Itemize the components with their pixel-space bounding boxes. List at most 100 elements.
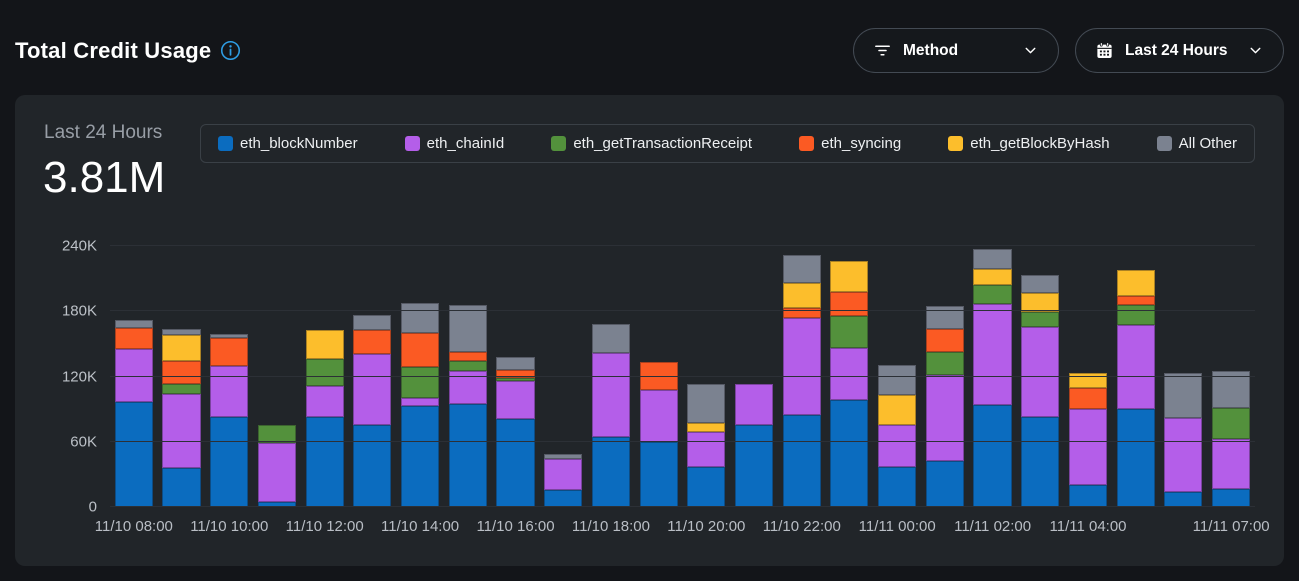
bar-segment-All Other[interactable] [162, 328, 201, 336]
bar-11-11-00-00[interactable] [878, 246, 917, 507]
bar-segment-eth_blockNumber[interactable] [496, 418, 535, 507]
bar-segment-eth_syncing[interactable] [925, 328, 964, 352]
bar-11-10-23-00[interactable] [830, 246, 869, 507]
bar-segment-eth_blockNumber[interactable] [305, 416, 344, 507]
bar-segment-eth_getBlockByHash[interactable] [162, 335, 201, 362]
bar-segment-eth_getBlockByHash[interactable] [878, 395, 917, 426]
bar-11-11-07-00[interactable] [1211, 246, 1251, 507]
bar-segment-eth_blockNumber[interactable] [782, 414, 821, 507]
bar-segment-eth_blockNumber[interactable] [544, 489, 583, 507]
bar-segment-eth_blockNumber[interactable] [591, 437, 630, 507]
bar-segment-eth_blockNumber[interactable] [448, 403, 487, 507]
bar-11-10-22-00[interactable] [782, 246, 821, 507]
bar-segment-eth_chainId[interactable] [1211, 438, 1251, 489]
bar-11-10-13-00[interactable] [353, 246, 392, 507]
bar-segment-eth_chainId[interactable] [925, 375, 964, 462]
bar-segment-All Other[interactable] [1211, 371, 1251, 409]
bar-segment-eth_chainId[interactable] [544, 459, 583, 490]
bar-11-10-14-00[interactable] [400, 246, 440, 507]
bar-segment-eth_blockNumber[interactable] [878, 466, 917, 507]
bar-segment-eth_chainId[interactable] [114, 349, 153, 402]
bar-segment-eth_blockNumber[interactable] [1021, 416, 1060, 507]
bar-segment-eth_getTransactionReceipt[interactable] [305, 359, 344, 387]
bar-11-10-21-00[interactable] [734, 246, 774, 507]
bar-segment-eth_getBlockByHash[interactable] [1068, 373, 1107, 389]
bar-segment-eth_chainId[interactable] [687, 431, 726, 467]
bar-segment-eth_getTransactionReceipt[interactable] [925, 351, 964, 376]
bar-segment-eth_syncing[interactable] [210, 338, 249, 366]
bar-11-11-02-00[interactable] [973, 246, 1012, 507]
bar-11-11-05-00[interactable] [1116, 246, 1155, 507]
bar-segment-eth_blockNumber[interactable] [1164, 491, 1203, 507]
bar-segment-eth_getTransactionReceipt[interactable] [1116, 304, 1155, 326]
bar-segment-eth_getBlockByHash[interactable] [782, 283, 821, 308]
bar-segment-eth_blockNumber[interactable] [257, 501, 297, 507]
bar-segment-eth_blockNumber[interactable] [162, 467, 201, 507]
bar-segment-All Other[interactable] [448, 304, 487, 352]
bar-11-10-18-00[interactable] [591, 246, 630, 507]
bar-segment-eth_blockNumber[interactable] [639, 441, 678, 507]
bar-segment-All Other[interactable] [1164, 373, 1203, 418]
bar-segment-eth_getTransactionReceipt[interactable] [830, 315, 869, 349]
bar-segment-eth_chainId[interactable] [353, 353, 392, 426]
bar-segment-eth_getBlockByHash[interactable] [973, 268, 1012, 286]
bar-segment-eth_chainId[interactable] [210, 365, 249, 417]
legend-item[interactable]: eth_chainId [404, 135, 504, 152]
bar-segment-eth_blockNumber[interactable] [687, 466, 726, 507]
bar-segment-eth_syncing[interactable] [1116, 296, 1155, 305]
bar-segment-eth_getBlockByHash[interactable] [1021, 292, 1060, 313]
bar-segment-eth_blockNumber[interactable] [1211, 488, 1251, 507]
bar-segment-eth_syncing[interactable] [114, 327, 153, 350]
bar-segment-eth_chainId[interactable] [734, 384, 774, 426]
bar-segment-eth_getTransactionReceipt[interactable] [1211, 408, 1251, 439]
bar-segment-eth_syncing[interactable] [782, 308, 821, 318]
bar-11-11-03-00[interactable] [1021, 246, 1060, 507]
bar-segment-eth_getTransactionReceipt[interactable] [973, 285, 1012, 304]
bar-segment-All Other[interactable] [353, 314, 392, 330]
bar-segment-eth_blockNumber[interactable] [1068, 485, 1107, 507]
method-dropdown[interactable]: Method [853, 28, 1059, 73]
bar-segment-eth_blockNumber[interactable] [400, 405, 440, 507]
bar-segment-eth_blockNumber[interactable] [353, 425, 392, 507]
bar-11-11-01-00[interactable] [925, 246, 964, 507]
bar-segment-All Other[interactable] [544, 453, 583, 460]
bar-segment-eth_blockNumber[interactable] [925, 461, 964, 507]
bar-segment-eth_blockNumber[interactable] [973, 404, 1012, 507]
bar-segment-eth_chainId[interactable] [782, 317, 821, 415]
bar-segment-eth_getTransactionReceipt[interactable] [1021, 312, 1060, 327]
time-range-dropdown[interactable]: Last 24 Hours [1075, 28, 1284, 73]
bar-segment-eth_getTransactionReceipt[interactable] [448, 361, 487, 372]
bar-segment-eth_syncing[interactable] [353, 329, 392, 354]
bar-segment-eth_chainId[interactable] [639, 389, 678, 442]
bar-segment-eth_chainId[interactable] [496, 380, 535, 419]
bar-segment-eth_chainId[interactable] [973, 303, 1012, 405]
legend-item[interactable]: All Other [1156, 135, 1237, 152]
bar-segment-All Other[interactable] [782, 254, 821, 283]
bar-segment-eth_syncing[interactable] [1068, 388, 1107, 410]
bar-segment-All Other[interactable] [973, 249, 1012, 269]
legend-item[interactable]: eth_syncing [799, 135, 901, 152]
bar-segment-eth_syncing[interactable] [162, 361, 201, 385]
bar-segment-eth_blockNumber[interactable] [210, 416, 249, 507]
bar-11-11-04-00[interactable] [1068, 246, 1107, 507]
bar-segment-eth_getBlockByHash[interactable] [1116, 269, 1155, 297]
bar-11-10-11-00[interactable] [257, 246, 297, 507]
bar-segment-eth_chainId[interactable] [1068, 409, 1107, 486]
bar-segment-eth_chainId[interactable] [1116, 325, 1155, 410]
bar-segment-eth_chainId[interactable] [257, 442, 297, 502]
bar-segment-All Other[interactable] [878, 364, 917, 396]
bar-segment-eth_getTransactionReceipt[interactable] [162, 384, 201, 394]
bar-11-10-10-00[interactable] [210, 246, 249, 507]
bar-segment-eth_getBlockByHash[interactable] [830, 261, 869, 292]
bar-segment-eth_blockNumber[interactable] [1116, 409, 1155, 507]
bar-segment-eth_chainId[interactable] [878, 425, 917, 467]
bar-segment-eth_chainId[interactable] [162, 393, 201, 468]
legend-item[interactable]: eth_getTransactionReceipt [551, 135, 752, 152]
bar-segment-All Other[interactable] [496, 356, 535, 370]
legend-item[interactable]: eth_blockNumber [218, 135, 358, 152]
bar-segment-All Other[interactable] [591, 324, 630, 353]
bar-segment-All Other[interactable] [114, 319, 153, 328]
bar-11-10-20-00[interactable] [687, 246, 726, 507]
bar-segment-eth_getBlockByHash[interactable] [687, 423, 726, 432]
bar-segment-eth_getTransactionReceipt[interactable] [496, 377, 535, 381]
